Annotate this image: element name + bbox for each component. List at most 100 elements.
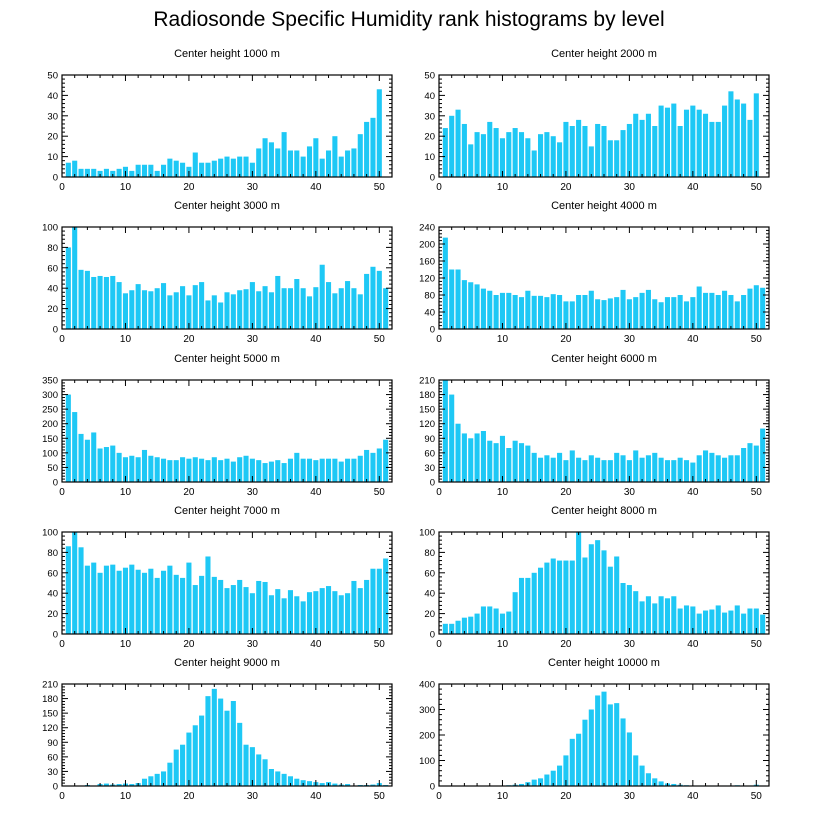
bar (563, 121, 569, 177)
bar (671, 596, 677, 634)
x-tick-label: 0 (59, 334, 65, 345)
bar (480, 134, 486, 177)
bar (753, 285, 759, 329)
bar (129, 784, 135, 786)
bar (677, 608, 683, 634)
bar (703, 292, 709, 329)
bar (97, 170, 103, 177)
bar (154, 288, 160, 329)
bar (652, 452, 658, 482)
x-tick-label: 10 (497, 639, 509, 650)
bar (357, 294, 363, 329)
bar (709, 292, 715, 329)
x-tick-label: 10 (497, 334, 509, 345)
bar (237, 457, 243, 482)
bar (557, 142, 563, 177)
x-tick-label: 0 (59, 639, 65, 650)
bar (709, 452, 715, 482)
histogram-panel-8: Center height 8000 m 0 10 20 30 40 50 0 20 40 60 80… (419, 505, 770, 650)
panel-title: Center height 9000 m (174, 657, 280, 669)
x-tick-label: 20 (560, 639, 572, 650)
bar (199, 162, 205, 177)
bar (186, 295, 192, 329)
bar (588, 455, 594, 482)
bar (230, 585, 236, 634)
bar (141, 290, 148, 329)
bar (224, 156, 230, 177)
bar (499, 292, 505, 329)
bar (544, 774, 550, 786)
bar (633, 591, 639, 634)
bar (161, 570, 167, 634)
bar (72, 532, 78, 634)
panel-title: Center height 4000 m (551, 200, 657, 212)
bar (499, 138, 505, 177)
bar (135, 457, 141, 482)
bar (116, 168, 122, 177)
bar (576, 733, 582, 786)
bar (741, 448, 747, 482)
y-tick-label: 20 (424, 609, 435, 620)
bar (338, 288, 344, 329)
x-tick-label: 30 (247, 639, 259, 650)
bar (84, 168, 90, 177)
bar (480, 431, 486, 482)
panel-title: Center height 10000 m (548, 657, 660, 669)
y-tick-label: 40 (424, 589, 435, 600)
y-tick-label: 80 (424, 291, 435, 302)
histogram-panel-10: Center height 10000 m 0 10 20 30 40 50 0 100 200 3… (419, 657, 770, 802)
bar (256, 754, 262, 786)
bar (287, 288, 293, 329)
bar (161, 164, 167, 177)
bar (518, 577, 525, 634)
y-tick-label: 0 (430, 325, 435, 336)
bar (218, 302, 224, 329)
bar (116, 570, 122, 634)
bar (205, 556, 211, 634)
bar (148, 776, 154, 786)
bar (249, 747, 255, 786)
bar (601, 550, 607, 634)
y-tick-label: 100 (42, 528, 58, 539)
x-tick-label: 0 (436, 639, 442, 650)
histogram-panel-7: Center height 7000 m 0 10 20 30 40 50 0 20 40 60 80… (42, 505, 393, 650)
bar (224, 292, 230, 329)
bar (72, 227, 78, 329)
bar (461, 123, 467, 177)
bar (614, 140, 620, 177)
bar (455, 423, 461, 482)
bar (351, 580, 357, 634)
bar (357, 134, 363, 177)
bar (103, 565, 109, 634)
bar (639, 119, 645, 177)
bar (626, 732, 632, 786)
bar (715, 605, 721, 634)
bar (734, 455, 740, 482)
y-tick-label: 20 (47, 609, 58, 620)
bar (455, 620, 461, 634)
bar (487, 440, 493, 482)
bar (595, 123, 601, 177)
bar (173, 749, 179, 786)
bar (180, 457, 186, 482)
bar (364, 273, 370, 329)
bar (538, 295, 544, 329)
bar (332, 783, 338, 786)
bar (715, 121, 721, 177)
bar (607, 140, 613, 177)
x-tick-label: 30 (624, 182, 636, 193)
panel-title: Center height 1000 m (174, 48, 280, 60)
bar (332, 136, 338, 177)
bar (696, 455, 702, 482)
bar (122, 567, 128, 634)
bar (645, 289, 651, 329)
bar (747, 119, 753, 177)
bar (243, 455, 249, 482)
bar (696, 286, 702, 329)
bar (224, 710, 230, 786)
bar (683, 460, 690, 482)
bar (319, 783, 325, 786)
x-tick-label: 20 (183, 334, 195, 345)
bar (326, 282, 332, 329)
